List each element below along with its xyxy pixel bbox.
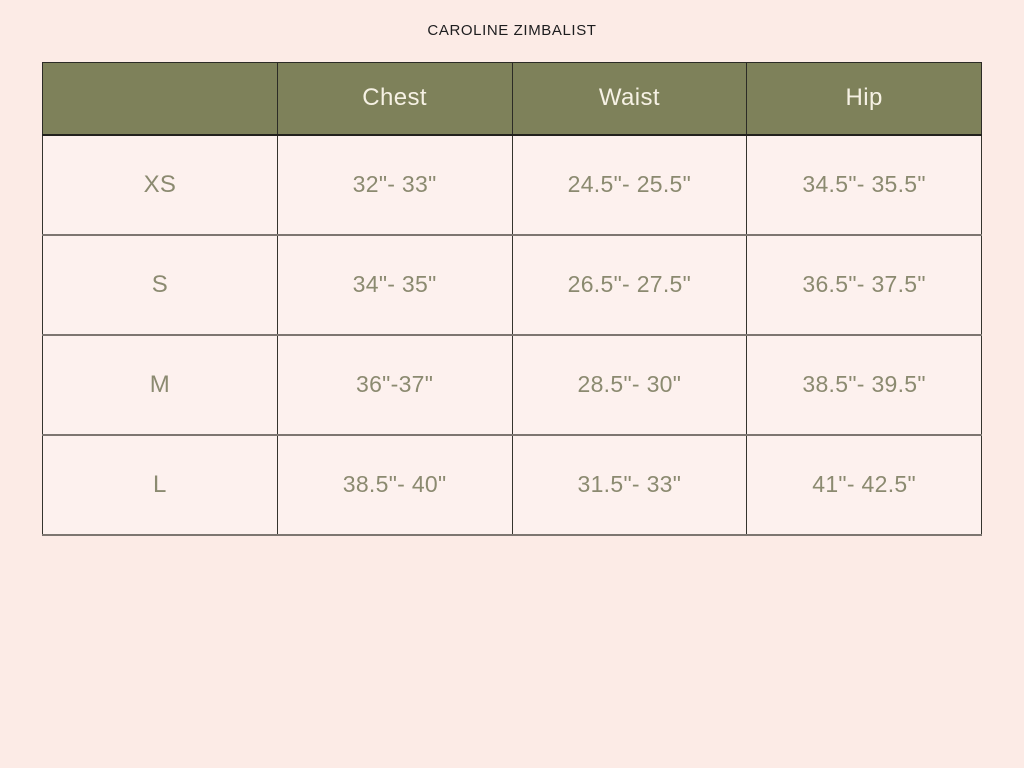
chest-cell: 38.5"- 40": [276, 433, 513, 536]
waist-cell: 26.5"- 27.5": [511, 233, 748, 336]
chest-cell: 34"- 35": [276, 233, 513, 336]
header-cell-empty: [42, 62, 278, 136]
hip-cell: 36.5"- 37.5": [746, 233, 982, 336]
chest-cell: 32"- 33": [276, 133, 513, 236]
hip-cell: 41"- 42.5": [746, 433, 982, 536]
size-cell: XS: [42, 133, 278, 236]
header-cell-hip: Hip: [746, 62, 982, 136]
waist-cell: 31.5"- 33": [511, 433, 748, 536]
header-row: Chest Waist Hip: [42, 62, 982, 136]
waist-cell: 28.5"- 30": [511, 333, 748, 436]
size-cell: S: [42, 233, 278, 336]
header-cell-waist: Waist: [511, 62, 748, 136]
waist-cell: 24.5"- 25.5": [511, 133, 748, 236]
hip-cell: 38.5"- 39.5": [746, 333, 982, 436]
table-row-l: L 38.5"- 40" 31.5"- 33" 41"- 42.5": [42, 433, 982, 536]
chest-cell: 36"-37": [276, 333, 513, 436]
size-cell: L: [42, 433, 278, 536]
hip-cell: 34.5"- 35.5": [746, 133, 982, 236]
size-cell: M: [42, 333, 278, 436]
table-row-xs: XS 32"- 33" 24.5"- 25.5" 34.5"- 35.5": [42, 133, 982, 236]
table-row-s: S 34"- 35" 26.5"- 27.5" 36.5"- 37.5": [42, 233, 982, 336]
table-row-m: M 36"-37" 28.5"- 30" 38.5"- 39.5": [42, 333, 982, 436]
size-chart-table: Chest Waist Hip XS 32"- 33" 24.5"- 25.5"…: [42, 62, 982, 536]
brand-title: CAROLINE ZIMBALIST: [427, 22, 597, 39]
header-cell-chest: Chest: [276, 62, 513, 136]
